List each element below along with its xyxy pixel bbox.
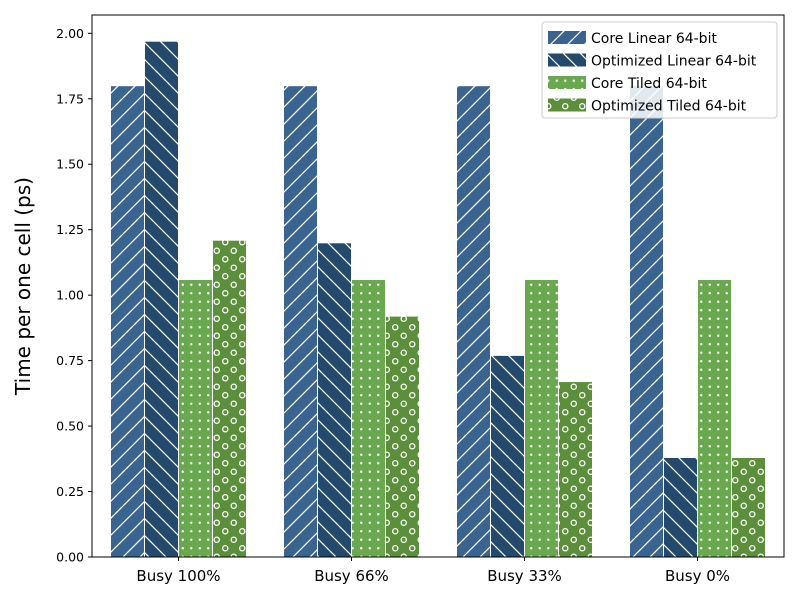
plot-frame bbox=[91, 14, 785, 558]
bar-2-1 bbox=[144, 40, 179, 558]
y-tick-label: 1.50 bbox=[56, 157, 84, 172]
bar-1-3 bbox=[456, 85, 491, 558]
y-tick-label: 1.75 bbox=[56, 91, 84, 106]
x-tick-label: Busy 66% bbox=[314, 567, 389, 585]
x-tick-label: Busy 0% bbox=[665, 567, 730, 585]
legend-swatch bbox=[548, 76, 586, 89]
bar-4-2 bbox=[385, 315, 420, 558]
y-axis-label: Time per one cell (ps) bbox=[11, 177, 35, 396]
bar-3-3 bbox=[524, 278, 559, 558]
y-tick-label: 0.50 bbox=[56, 419, 84, 434]
legend: Core Linear 64-bit Optimized Linear 64-bi… bbox=[541, 21, 778, 119]
y-tick-label: 2.00 bbox=[56, 26, 84, 41]
bars-layer bbox=[110, 40, 766, 558]
legend-box bbox=[541, 21, 778, 119]
bar-1-2 bbox=[283, 85, 318, 558]
legend-swatch bbox=[548, 53, 586, 67]
bar-2-2 bbox=[317, 242, 352, 558]
y-tick-label: 1.25 bbox=[56, 222, 84, 237]
bar-1-4 bbox=[629, 85, 664, 558]
legend-label: Optimized Linear 64-bit bbox=[591, 54, 757, 70]
x-tick-label: Busy 100% bbox=[136, 567, 220, 585]
legend-label: Optimized Tiled 64-bit bbox=[591, 99, 747, 115]
bar-2-4 bbox=[663, 457, 698, 558]
bar-4-4 bbox=[731, 457, 766, 558]
bar-3-4 bbox=[697, 278, 732, 558]
bar-2-3 bbox=[490, 354, 525, 558]
bar-4-1 bbox=[212, 239, 247, 558]
legend-swatch bbox=[548, 31, 586, 44]
bar-3-2 bbox=[351, 278, 386, 558]
legend-label: Core Linear 64-bit bbox=[591, 31, 717, 47]
legend-label: Core Tiled 64-bit bbox=[591, 76, 707, 92]
y-tick-label: 0.25 bbox=[56, 484, 84, 499]
bar-1-1 bbox=[110, 85, 145, 558]
bar-4-3 bbox=[558, 381, 593, 558]
y-tick-label: 0.00 bbox=[56, 550, 84, 565]
x-tick-label: Busy 33% bbox=[487, 567, 562, 585]
y-tick-label: 1.00 bbox=[56, 288, 84, 303]
y-tick-label: 0.75 bbox=[56, 353, 84, 368]
axes-layer: Busy 100% Busy 66% Busy 33% Busy 0% 0.00 0.25… bbox=[56, 14, 785, 585]
legend-swatch bbox=[548, 98, 586, 112]
bar-3-1 bbox=[178, 278, 213, 558]
